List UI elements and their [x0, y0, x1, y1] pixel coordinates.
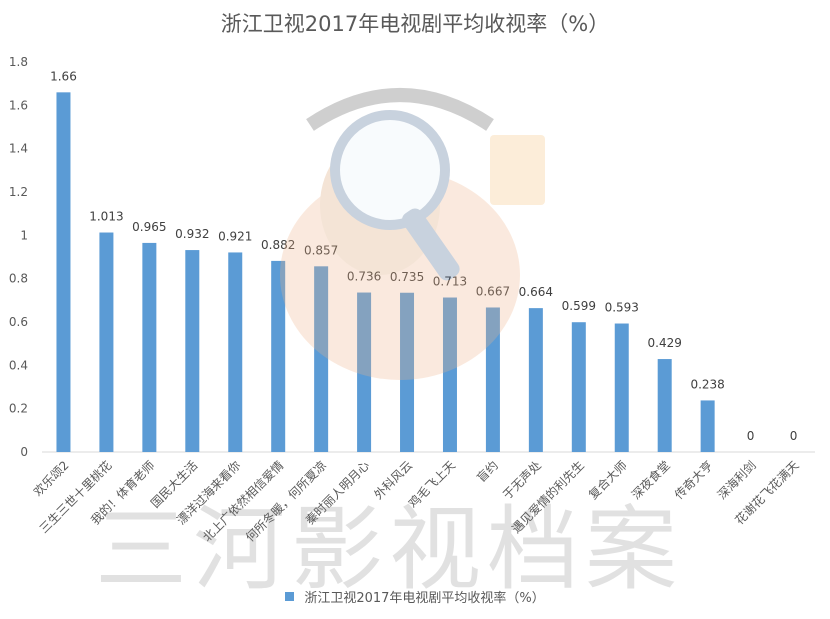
bar — [99, 232, 114, 452]
data-label: 0.429 — [648, 336, 682, 350]
chart-title: 浙江卫视2017年电视剧平均收视率（%） — [220, 12, 610, 36]
data-label: 0.593 — [605, 301, 639, 315]
bar — [357, 292, 372, 452]
data-label: 0.882 — [261, 238, 295, 252]
x-tick-label: 深海利剑 — [714, 458, 759, 503]
data-label: 1.013 — [89, 210, 123, 224]
data-label: 0.965 — [132, 220, 166, 234]
bar — [614, 323, 629, 452]
data-label: 0 — [790, 429, 798, 443]
data-label: 0.667 — [476, 284, 510, 298]
bar — [228, 252, 243, 452]
bar — [400, 292, 415, 452]
y-tick-label: 0.4 — [9, 358, 28, 372]
bar — [571, 322, 586, 452]
data-label: 0.857 — [304, 243, 338, 257]
data-label: 0 — [747, 429, 755, 443]
data-label: 0.664 — [519, 285, 553, 299]
bar — [142, 242, 157, 452]
bar — [700, 400, 715, 452]
y-tick-label: 0 — [20, 445, 28, 459]
data-label: 1.66 — [50, 69, 77, 83]
bar — [185, 250, 200, 452]
bar — [271, 260, 286, 452]
data-label: 0.735 — [390, 270, 424, 284]
watermark-text: 三河影视档案 — [95, 496, 684, 603]
legend-swatch — [285, 592, 295, 601]
data-label: 0.599 — [562, 299, 596, 313]
legend: 浙江卫视2017年电视剧平均收视率（%） — [0, 587, 830, 606]
y-tick-label: 0.2 — [9, 402, 28, 416]
mascot-watermark-image — [280, 88, 545, 380]
data-label: 0.932 — [175, 227, 209, 241]
data-label: 0.736 — [347, 270, 381, 284]
bar-layer — [56, 92, 715, 452]
y-tick-label: 0.8 — [9, 272, 28, 286]
bar — [314, 266, 329, 452]
bar — [485, 307, 500, 452]
axis-layer: 0 0.2 0.4 0.6 0.8 1 1.2 1.4 1.6 1.8 — [9, 55, 815, 459]
y-tick-label: 1 — [20, 228, 28, 242]
data-label: 0.713 — [433, 275, 467, 289]
bar — [442, 297, 457, 452]
y-tick-label: 1.4 — [9, 142, 28, 156]
y-tick-label: 1.6 — [9, 98, 28, 112]
y-tick-label: 1.2 — [9, 185, 28, 199]
data-label: 0.921 — [218, 229, 252, 243]
bar — [528, 308, 543, 452]
y-tick-label: 0.6 — [9, 315, 28, 329]
bar — [56, 92, 71, 452]
legend-label: 浙江卫视2017年电视剧平均收视率（%） — [304, 591, 545, 606]
bar — [657, 359, 672, 452]
data-label: 0.238 — [690, 377, 724, 391]
y-tick-label: 1.8 — [9, 55, 28, 69]
x-tick-label: 欢乐颂2 — [30, 458, 71, 499]
